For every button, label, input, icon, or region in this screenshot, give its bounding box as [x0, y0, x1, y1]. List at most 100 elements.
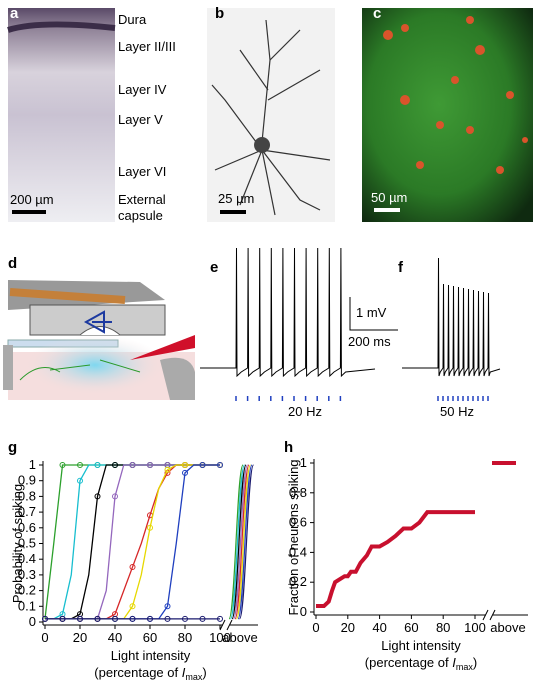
- data-point: [59, 615, 66, 622]
- scale-label: 25 µm: [218, 191, 254, 206]
- data-point: [147, 462, 153, 468]
- panel-letter: b: [215, 5, 224, 22]
- data-line: [45, 464, 220, 620]
- voltage-trace: [200, 247, 376, 378]
- data-point: [94, 615, 101, 622]
- x-axis-label: Light intensity: [381, 638, 461, 653]
- axis-break: [482, 609, 496, 621]
- traces: [200, 247, 501, 401]
- label-part: max: [456, 662, 474, 672]
- scale-bar: [374, 208, 400, 212]
- y-tick-label: 1: [300, 455, 307, 470]
- x-axis-label: Light intensity: [111, 648, 191, 663]
- data-point: [164, 466, 171, 473]
- x-axis-label: (percentage of Imax): [94, 665, 206, 682]
- soma: [254, 137, 270, 153]
- data-point: [164, 603, 171, 610]
- histology-image: [8, 8, 115, 222]
- data-point: [217, 615, 223, 622]
- above-curves: [238, 464, 255, 620]
- y-tick-label: 0.2: [18, 583, 36, 598]
- y-tick-label: 0.1: [18, 598, 36, 613]
- layer-label: Layer VI: [118, 164, 166, 179]
- above-curves: [229, 464, 246, 620]
- panel-letter: e: [210, 259, 218, 276]
- panel-letter: h: [284, 439, 293, 456]
- data-point: [199, 615, 206, 622]
- y-tick-label: 0.8: [18, 488, 36, 503]
- above-curves: [231, 464, 247, 620]
- layer-label: Layer V: [118, 112, 163, 127]
- data-point: [59, 462, 66, 468]
- layer-label: capsule: [118, 208, 163, 223]
- x-tick-label: 20: [341, 620, 355, 635]
- x-tick-label: 80: [178, 630, 192, 645]
- layer-label: Layer II/III: [118, 39, 176, 54]
- y-tick-label: 0.7: [18, 504, 36, 519]
- frequency-label: 50 Hz: [440, 404, 474, 419]
- charts: g00.10.20.30.40.50.60.70.80.910 20 40 60 80 1…: [8, 439, 528, 682]
- data-point: [129, 462, 136, 468]
- data-point: [129, 603, 136, 610]
- panel-letter: f: [398, 259, 404, 276]
- data-point: [77, 615, 83, 622]
- y-tick-label: 0.4: [289, 544, 307, 559]
- panel-letter: a: [10, 5, 19, 22]
- data-point: [112, 493, 118, 500]
- y-tick-label: 0.2: [289, 574, 307, 589]
- data-point: [94, 493, 101, 500]
- scale-label: 200 µm: [10, 192, 54, 207]
- above-curves: [232, 464, 249, 620]
- data-point: [199, 462, 206, 468]
- x-tick-label: 0: [41, 630, 48, 645]
- y-tick-label: 0.3: [18, 567, 36, 582]
- data-point: [217, 462, 223, 468]
- frequency-label: 20 Hz: [288, 404, 322, 419]
- layer-label: Layer IV: [118, 82, 167, 97]
- panel-letter: c: [373, 5, 381, 22]
- data-point: [182, 462, 188, 468]
- x-tick-label: above: [222, 630, 257, 645]
- red-cells: [383, 16, 528, 174]
- data-point: [182, 469, 188, 476]
- label-part: I: [452, 655, 456, 670]
- panel-letter: g: [8, 439, 17, 456]
- scale-label: 200 ms: [348, 334, 391, 349]
- data-point: [147, 615, 153, 622]
- data-line: [45, 464, 220, 620]
- y-tick-label: 0.6: [18, 520, 36, 535]
- above-curves: [235, 464, 252, 620]
- data-line: [44, 464, 220, 619]
- axis-break: [219, 619, 233, 631]
- label-part: max: [185, 672, 203, 682]
- label-part: I: [182, 665, 186, 680]
- data-line: [45, 464, 220, 620]
- data-line: [45, 464, 220, 620]
- scale-bar: [12, 210, 46, 214]
- data-point: [42, 615, 48, 622]
- scale-bar: [349, 297, 398, 331]
- data-point: [77, 462, 83, 468]
- x-tick-label: 100: [209, 630, 231, 645]
- x-tick-label: 40: [108, 630, 122, 645]
- layer-label: Dura: [118, 12, 147, 27]
- data-point: [164, 615, 171, 622]
- data-line: [316, 510, 475, 609]
- y-tick-label: 0.5: [18, 536, 36, 551]
- y-axis-label: Probability of spiking: [10, 484, 25, 603]
- data-point: [112, 462, 118, 468]
- data-point: [94, 462, 101, 468]
- data-line: [45, 464, 220, 620]
- x-tick-label: 60: [143, 630, 157, 645]
- x-tick-label: 100: [464, 620, 486, 635]
- x-tick-label: 60: [404, 620, 418, 635]
- data-point: [147, 524, 153, 531]
- x-tick-label: 80: [436, 620, 450, 635]
- scale-bar: [220, 210, 246, 214]
- dura-band: [7, 21, 116, 33]
- label-part: ): [202, 665, 206, 680]
- fluorescence-image: [362, 8, 533, 222]
- setup-diagram: [3, 280, 195, 400]
- above-curves: [234, 464, 250, 620]
- data-line: [45, 464, 220, 620]
